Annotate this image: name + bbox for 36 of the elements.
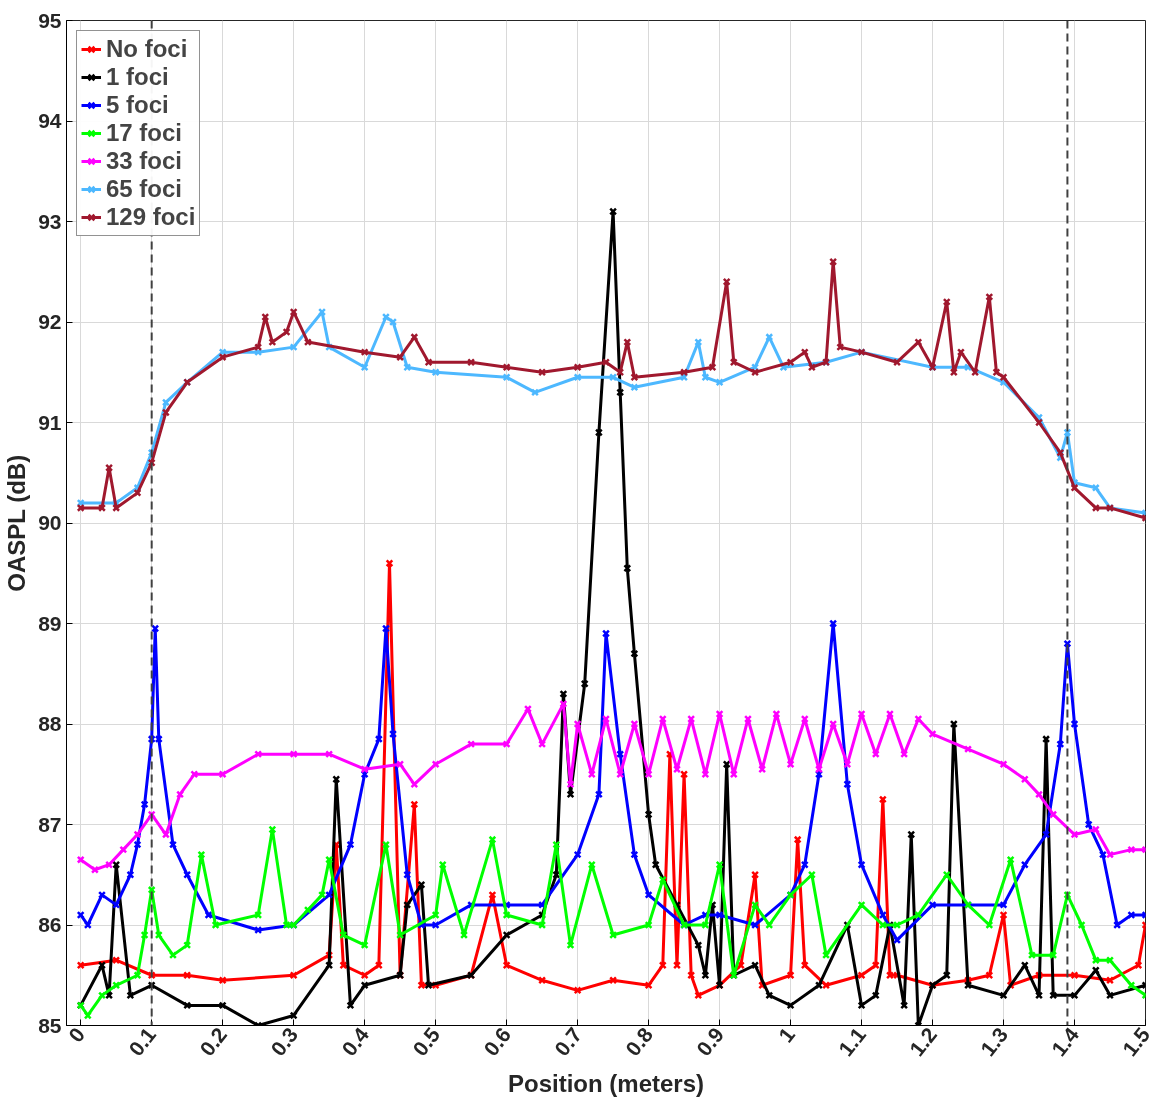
y-tick-label: 85	[38, 1013, 62, 1037]
legend-label: 33 foci	[106, 147, 183, 175]
legend-label: No foci	[106, 35, 188, 63]
x-axis-title: Position (meters)	[507, 1070, 705, 1098]
x-tick-label: 0.9	[692, 1023, 729, 1061]
x-tick-label: 1.4	[1046, 1022, 1084, 1061]
y-tick-label: 93	[38, 209, 62, 233]
y-tick-label: 95	[38, 8, 62, 32]
x-tick-label: 0.4	[337, 1022, 374, 1061]
x-tick-label: 1	[773, 1022, 800, 1047]
y-axis-title: OASPL (dB)	[3, 454, 31, 592]
legend-label: 65 foci	[106, 175, 183, 203]
y-tick-label: 94	[38, 109, 62, 132]
x-tick-label: 0.5	[408, 1022, 445, 1061]
legend-label: 17 foci	[106, 119, 183, 147]
x-tick-label: 0.8	[621, 1022, 658, 1061]
y-tick-label: 92	[38, 310, 62, 333]
legend-label: 5 foci	[106, 91, 169, 119]
y-tick-label: 89	[38, 611, 62, 635]
x-tick-label: 0.1	[124, 1022, 161, 1061]
x-tick-label: 0.6	[479, 1023, 516, 1061]
x-tick-label: 0.2	[195, 1023, 232, 1061]
x-tick-label: 1.3	[975, 1023, 1013, 1061]
y-tick-label: 90	[38, 511, 62, 534]
x-tick-label: 0	[64, 1023, 90, 1047]
x-tick-label: 0.7	[550, 1023, 587, 1061]
y-tick-label: 87	[38, 812, 62, 836]
x-tick-label: 1.2	[904, 1023, 942, 1061]
y-tick-label: 88	[38, 712, 62, 735]
y-tick-label: 86	[38, 913, 62, 936]
x-tick-label: 1.1	[833, 1022, 871, 1061]
legend-label: 1 foci	[106, 63, 169, 91]
y-tick-label: 91	[38, 410, 62, 434]
x-tick-label: 0.3	[266, 1023, 303, 1061]
legend-label: 129 foci	[106, 203, 196, 231]
x-tick-label: 1.5	[1117, 1022, 1155, 1061]
